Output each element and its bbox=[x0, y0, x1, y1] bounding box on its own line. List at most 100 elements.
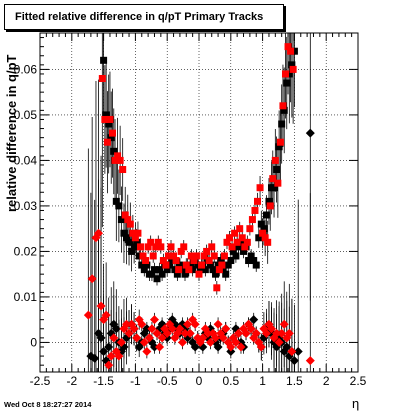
data-point-square bbox=[139, 252, 147, 260]
data-point-square bbox=[129, 229, 137, 237]
data-point-square bbox=[125, 238, 133, 246]
data-point-diamond bbox=[167, 324, 177, 334]
data-point-square bbox=[218, 261, 226, 269]
data-point-diamond bbox=[274, 337, 284, 347]
data-point-square bbox=[152, 243, 160, 251]
data-point-square bbox=[203, 247, 211, 255]
data-point-diamond bbox=[180, 328, 190, 338]
data-point-diamond bbox=[287, 347, 297, 357]
x-tick-label: 1 bbox=[259, 374, 266, 388]
data-point-square bbox=[266, 202, 274, 210]
data-point-diamond bbox=[236, 342, 246, 352]
data-point-diamond bbox=[261, 328, 271, 338]
data-point-square bbox=[247, 252, 255, 260]
data-point-square bbox=[209, 266, 217, 274]
data-point-square bbox=[224, 261, 232, 269]
data-point-diamond bbox=[293, 347, 303, 357]
data-point-square bbox=[274, 179, 282, 187]
data-point-diamond bbox=[121, 319, 131, 329]
data-point-square bbox=[190, 257, 198, 265]
data-point-diamond bbox=[183, 319, 193, 329]
data-point-square bbox=[283, 79, 291, 87]
data-point-square bbox=[122, 234, 130, 242]
data-point-square bbox=[98, 75, 106, 83]
data-point-square bbox=[105, 120, 113, 128]
chart-title: Fitted relative difference in q/pT Prima… bbox=[4, 4, 284, 30]
data-point-diamond bbox=[198, 333, 208, 343]
data-point-diamond bbox=[124, 328, 134, 338]
x-tick-label: -2.5 bbox=[30, 374, 51, 388]
data-point-square bbox=[261, 234, 269, 242]
y-tick-label: 0.05 bbox=[14, 108, 38, 122]
x-tick-label: 2.5 bbox=[350, 374, 367, 388]
data-point-diamond bbox=[114, 351, 124, 361]
data-point-square bbox=[143, 261, 151, 269]
data-point-diamond bbox=[256, 342, 266, 352]
data-point-diamond bbox=[129, 324, 139, 334]
data-point-diamond bbox=[162, 333, 172, 343]
data-point-diamond bbox=[190, 342, 200, 352]
data-point-square bbox=[246, 225, 254, 233]
data-point-square bbox=[117, 216, 125, 224]
data-point-square bbox=[173, 270, 181, 278]
data-point-square bbox=[265, 197, 273, 205]
data-point-square bbox=[252, 261, 260, 269]
data-point-diamond bbox=[104, 360, 114, 370]
data-point-diamond bbox=[177, 337, 187, 347]
data-point-diamond bbox=[152, 328, 162, 338]
data-point-square bbox=[206, 261, 214, 269]
data-point-diamond bbox=[155, 342, 165, 352]
data-point-square bbox=[126, 220, 134, 228]
x-tick-label: 0 bbox=[196, 374, 203, 388]
data-point-diamond bbox=[101, 310, 111, 320]
y-axis-title: relative difference in q/pT bbox=[4, 54, 19, 212]
data-point-square bbox=[284, 43, 292, 51]
data-point-square bbox=[270, 184, 278, 192]
data-point-square bbox=[124, 216, 132, 224]
x-tick-label: -1.5 bbox=[93, 374, 114, 388]
data-point-square bbox=[135, 252, 143, 260]
data-point-square bbox=[275, 143, 283, 151]
data-point-diamond bbox=[83, 310, 93, 320]
data-point-diamond bbox=[185, 328, 195, 338]
data-point-square bbox=[289, 65, 297, 73]
data-point-square bbox=[276, 138, 284, 146]
data-point-square bbox=[176, 261, 184, 269]
data-point-diamond bbox=[249, 333, 259, 343]
data-point-square bbox=[273, 166, 281, 174]
data-point-square bbox=[128, 247, 136, 255]
data-point-square bbox=[107, 134, 115, 142]
data-point-square bbox=[288, 61, 296, 69]
data-point-diamond bbox=[284, 328, 294, 338]
data-point-square bbox=[178, 266, 186, 274]
y-tick-label: 0.01 bbox=[14, 290, 38, 304]
data-point-diamond bbox=[99, 347, 109, 357]
data-point-square bbox=[219, 266, 227, 274]
data-point-diamond bbox=[218, 333, 228, 343]
data-point-diamond bbox=[94, 228, 104, 238]
y-tick-label: 0.04 bbox=[14, 153, 38, 167]
data-point-square bbox=[264, 238, 272, 246]
data-point-square bbox=[149, 252, 157, 260]
data-point-square bbox=[131, 234, 139, 242]
data-point-square bbox=[227, 257, 235, 265]
data-point-square bbox=[234, 243, 242, 251]
data-point-square bbox=[166, 261, 174, 269]
y-tick-label: 0 bbox=[30, 335, 37, 349]
data-point-diamond bbox=[203, 328, 213, 338]
data-point-square bbox=[201, 266, 209, 274]
data-point-diamond bbox=[109, 333, 119, 343]
data-point-square bbox=[140, 266, 148, 274]
data-point-square bbox=[150, 266, 158, 274]
data-point-diamond bbox=[142, 347, 152, 357]
data-point-diamond bbox=[279, 319, 289, 329]
data-point-square bbox=[182, 261, 190, 269]
data-point-square bbox=[231, 229, 239, 237]
data-point-square bbox=[159, 257, 167, 265]
data-point-square bbox=[164, 252, 172, 260]
data-point-square bbox=[175, 266, 183, 274]
data-point-square bbox=[186, 261, 194, 269]
data-point-square bbox=[120, 229, 128, 237]
data-point-square bbox=[240, 247, 248, 255]
